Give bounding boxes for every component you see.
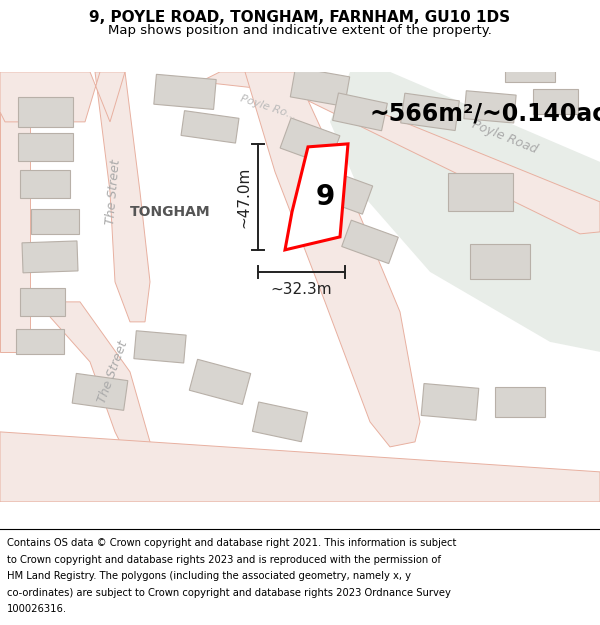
Polygon shape <box>470 244 530 279</box>
Polygon shape <box>245 72 420 447</box>
Polygon shape <box>401 93 460 131</box>
Polygon shape <box>280 118 340 166</box>
Polygon shape <box>533 89 577 114</box>
Text: The Street: The Street <box>104 159 122 225</box>
Polygon shape <box>72 373 128 411</box>
Polygon shape <box>20 170 70 198</box>
Text: The Street: The Street <box>95 339 130 405</box>
Polygon shape <box>342 220 398 264</box>
Text: ~566m²/~0.140ac.: ~566m²/~0.140ac. <box>370 102 600 126</box>
Polygon shape <box>495 387 545 417</box>
Polygon shape <box>134 331 186 363</box>
Text: 9: 9 <box>316 183 335 211</box>
Text: 9, POYLE ROAD, TONGHAM, FARNHAM, GU10 1DS: 9, POYLE ROAD, TONGHAM, FARNHAM, GU10 1D… <box>89 11 511 26</box>
Polygon shape <box>0 72 30 352</box>
Polygon shape <box>95 72 150 322</box>
Text: co-ordinates) are subject to Crown copyright and database rights 2023 Ordnance S: co-ordinates) are subject to Crown copyr… <box>7 588 451 598</box>
Text: Contains OS data © Crown copyright and database right 2021. This information is : Contains OS data © Crown copyright and d… <box>7 538 457 548</box>
Text: ~32.3m: ~32.3m <box>271 282 332 298</box>
Text: Map shows position and indicative extent of the property.: Map shows position and indicative extent… <box>108 24 492 37</box>
Polygon shape <box>22 241 78 273</box>
Polygon shape <box>31 209 79 234</box>
Polygon shape <box>181 111 239 143</box>
Polygon shape <box>0 432 600 502</box>
Polygon shape <box>19 288 65 316</box>
Polygon shape <box>464 91 516 123</box>
Polygon shape <box>317 169 373 214</box>
Polygon shape <box>330 72 600 352</box>
Polygon shape <box>332 93 388 131</box>
Text: Poyle Ro...: Poyle Ro... <box>239 93 298 121</box>
Polygon shape <box>17 133 73 161</box>
Polygon shape <box>50 302 150 462</box>
Text: 100026316.: 100026316. <box>7 604 67 614</box>
Polygon shape <box>285 144 348 250</box>
Polygon shape <box>290 68 350 106</box>
Polygon shape <box>448 173 512 211</box>
Polygon shape <box>421 384 479 420</box>
Polygon shape <box>16 329 64 354</box>
Polygon shape <box>17 97 73 127</box>
Text: ~47.0m: ~47.0m <box>236 166 251 228</box>
Polygon shape <box>154 74 216 109</box>
Text: to Crown copyright and database rights 2023 and is reproduced with the permissio: to Crown copyright and database rights 2… <box>7 555 441 565</box>
Text: Poyle Road: Poyle Road <box>470 118 539 156</box>
Polygon shape <box>0 72 125 122</box>
Text: TONGHAM: TONGHAM <box>130 205 211 219</box>
Polygon shape <box>253 402 308 442</box>
Polygon shape <box>200 72 600 234</box>
Text: HM Land Registry. The polygons (including the associated geometry, namely x, y: HM Land Registry. The polygons (includin… <box>7 571 411 581</box>
Polygon shape <box>505 62 555 82</box>
Polygon shape <box>189 359 251 404</box>
